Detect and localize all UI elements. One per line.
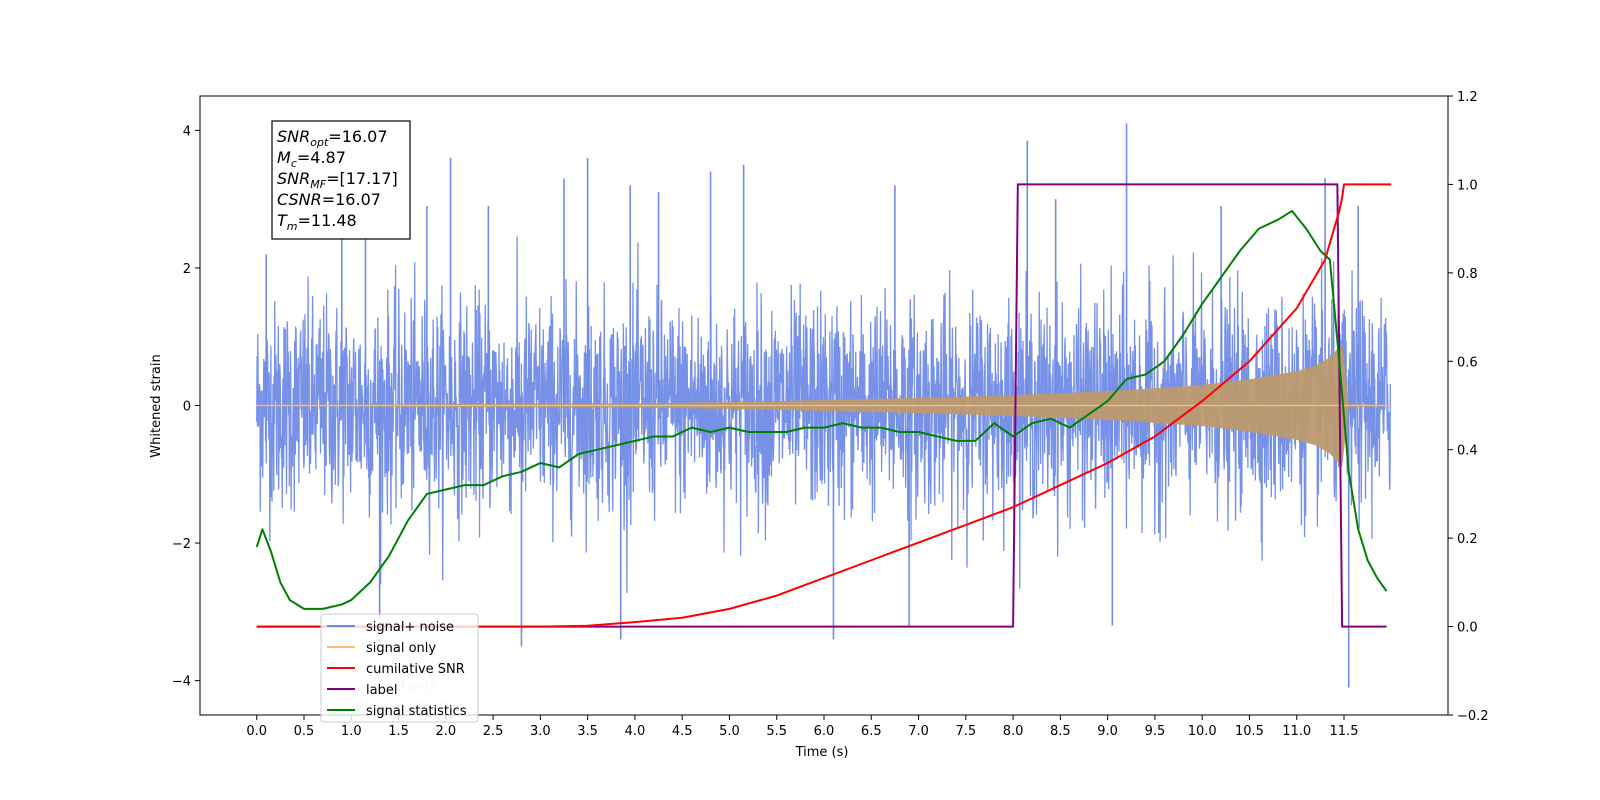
annotation-value: =[17.17] bbox=[326, 169, 398, 188]
x-tick-label: 1.0 bbox=[341, 724, 362, 739]
annotation-line: SNRMF=[17.17] bbox=[277, 169, 398, 191]
annotation-box: SNRopt=16.07Mc=4.87SNRMF=[17.17]CSNR=16.… bbox=[271, 120, 411, 240]
legend-label: cumilative SNR bbox=[366, 662, 465, 677]
y-tick-label: 0 bbox=[183, 400, 191, 415]
plot-area bbox=[255, 123, 1392, 688]
x-tick-label: 0.5 bbox=[294, 724, 315, 739]
x-tick-label: 5.0 bbox=[719, 724, 740, 739]
y2-tick-label: 0.0 bbox=[1457, 621, 1478, 636]
annotation-frame bbox=[271, 120, 411, 240]
annotation-line: SNRopt=16.07 bbox=[277, 127, 388, 149]
annotation-var: M bbox=[277, 148, 291, 167]
x-tick-label: 3.0 bbox=[530, 724, 551, 739]
x-tick-label: 7.5 bbox=[955, 724, 976, 739]
annotation-line: CSNR=16.07 bbox=[277, 190, 381, 209]
y-tick-label: −4 bbox=[172, 675, 191, 690]
x-tick-label: 7.0 bbox=[908, 724, 929, 739]
y-tick-label: −2 bbox=[172, 537, 191, 552]
y-axis-label: Whitened strain bbox=[149, 354, 164, 457]
legend-label: signal+ noise bbox=[366, 620, 454, 635]
cumulative-snr-line bbox=[256, 183, 1392, 628]
annotation-line: Mc=4.87 bbox=[277, 148, 346, 170]
annotation-var: SNR bbox=[277, 127, 310, 146]
x-tick-label: 2.0 bbox=[435, 724, 456, 739]
y2-tick-label: 0.6 bbox=[1457, 355, 1478, 370]
signal-only-series bbox=[256, 343, 1392, 468]
annotation-value: =16.07 bbox=[322, 190, 381, 209]
y-axis-right: 1.2 1.0 0.8 0.6 0.4 0.2 0.0 −0.2 bbox=[1448, 90, 1489, 724]
y2-tick-label: −0.2 bbox=[1457, 709, 1489, 724]
legend-label: signal only bbox=[366, 641, 436, 656]
right-axis-series bbox=[255, 183, 1392, 628]
x-tick-label: 4.5 bbox=[672, 724, 693, 739]
annotation-value: =16.07 bbox=[328, 127, 387, 146]
annotation-value: =4.87 bbox=[297, 148, 346, 167]
legend-frame bbox=[320, 613, 479, 723]
x-axis: 0.0 0.5 1.0 1.5 2.0 2.5 3.0 3.5 4.0 4.5 5.0 5.5 6.0 6… bbox=[246, 715, 1358, 739]
x-tick-label: 5.5 bbox=[766, 724, 787, 739]
x-tick-label: 6.5 bbox=[861, 724, 882, 739]
x-tick-label: 0.0 bbox=[246, 724, 267, 739]
annotation-sub: m bbox=[287, 220, 298, 233]
legend: signal only signal statistics signal+ nois… bbox=[320, 613, 479, 723]
annotation-sub: MF bbox=[310, 178, 326, 191]
signal-statistics-line bbox=[255, 209, 1388, 610]
y2-tick-label: 0.8 bbox=[1457, 267, 1478, 282]
annotation-line: Tm=11.48 bbox=[277, 211, 357, 233]
x-tick-label: 9.5 bbox=[1145, 724, 1166, 739]
x-axis-label: Time (s) bbox=[795, 745, 849, 760]
x-tick-label: 8.5 bbox=[1050, 724, 1071, 739]
annotation-sub: opt bbox=[310, 136, 329, 149]
x-tick-label: 2.5 bbox=[483, 724, 504, 739]
y2-tick-label: 0.4 bbox=[1457, 444, 1478, 459]
annotation-var: SNR bbox=[277, 169, 310, 188]
x-tick-label: 10.5 bbox=[1235, 724, 1264, 739]
x-tick-label: 9.0 bbox=[1097, 724, 1118, 739]
y2-tick-label: 1.0 bbox=[1457, 178, 1478, 193]
x-tick-label: 4.0 bbox=[625, 724, 646, 739]
legend-label: label bbox=[366, 683, 397, 698]
y-axis-left: 4 2 0 −2 −4 bbox=[172, 124, 200, 690]
x-tick-label: 1.5 bbox=[388, 724, 409, 739]
y2-tick-label: 1.2 bbox=[1457, 90, 1478, 105]
y-tick-label: 4 bbox=[183, 124, 191, 139]
x-tick-label: 8.0 bbox=[1003, 724, 1024, 739]
y2-tick-label: 0.2 bbox=[1457, 532, 1478, 547]
x-tick-label: 11.5 bbox=[1330, 724, 1359, 739]
noise-line bbox=[256, 236, 1391, 593]
label-line bbox=[256, 183, 1387, 628]
x-tick-label: 3.5 bbox=[577, 724, 598, 739]
annotation-sub: c bbox=[291, 157, 297, 170]
annotation-var: T bbox=[277, 211, 288, 230]
x-tick-label: 11.0 bbox=[1282, 724, 1311, 739]
legend-label: signal statistics bbox=[366, 704, 467, 719]
x-tick-label: 10.0 bbox=[1188, 724, 1217, 739]
annotation-value: =11.48 bbox=[298, 211, 357, 230]
annotation-var: CSNR bbox=[277, 190, 322, 209]
y-tick-label: 2 bbox=[183, 262, 191, 277]
x-tick-label: 6.0 bbox=[814, 724, 835, 739]
